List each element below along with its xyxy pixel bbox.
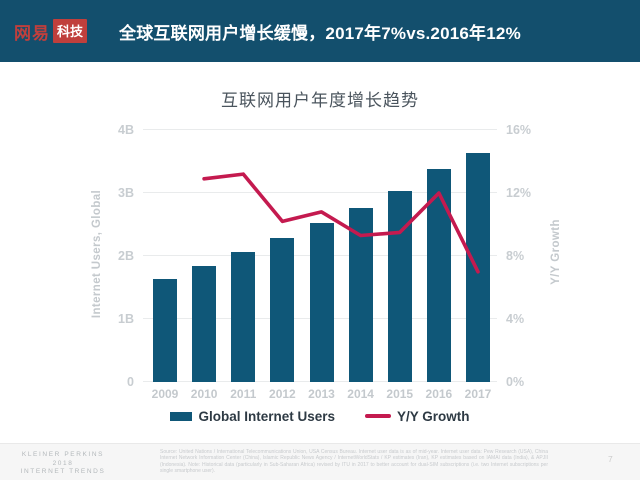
x-tick-2012: 2012 [269,387,296,401]
bar-2010 [192,266,217,382]
chart-title: 互联网用户年度增长趋势 [221,91,419,110]
axis-tick-4B: 4B [118,123,134,137]
bar-2009 [153,279,177,382]
axis-tick-0%: 0% [506,375,525,389]
axis-tick-2B: 2B [118,249,134,263]
axis-tick-16%: 16% [506,123,532,137]
slide-title: 全球互联网用户增长缓慢，2017年7%vs.2016年12% [119,23,521,43]
legend-line-label: Y/Y Growth [397,408,470,424]
x-tick-2009: 2009 [151,387,179,401]
right-axis-ticks: 0% 4% 8% 12% 16% [506,123,552,389]
gridline-4B [143,129,497,130]
axis-tick-8%: 8% [506,249,525,263]
x-tick-2011: 2011 [230,387,257,401]
page-number: 7 [608,454,613,464]
bar-2012 [270,238,295,382]
x-tick-2016: 2016 [425,387,453,401]
slide-footer: KLEINER PERKINS 2018 INTERNET TRENDS Sou… [0,443,640,480]
plot-area [143,129,497,382]
brand-line: KLEINER PERKINS [21,451,105,458]
axis-tick-4%: 4% [506,312,525,326]
legend-line-swatch [365,414,392,418]
bar-2013 [309,223,334,382]
x-tick-2015: 2015 [386,387,414,401]
brand-line: 2018 [52,459,74,467]
axis-tick-3B: 3B [118,186,134,200]
bar-2016 [426,169,451,382]
yy-growth-line [202,172,480,274]
netease-tech-logo: 网易 科技 [14,19,88,44]
header-banner: 网易 科技 全球互联网用户增长缓慢，2017年7%vs.2016年12% [0,0,640,62]
axis-tick-0: 0 [127,375,134,389]
x-tick-2010: 2010 [190,387,218,401]
left-axis-ticks: 0 1B 2B 3B 4B [88,123,134,389]
x-axis-labels: 2009 2010 2011 2012 2013 2014 2015 2016 2017 [143,387,497,401]
legend-bar-swatch [170,411,193,421]
legend-bar-label: Global Internet Users [198,408,336,424]
bar-2011 [231,252,256,382]
source-note: Source: United Nations / International T… [160,449,548,474]
axis-tick-1B: 1B [118,312,134,326]
axis-tick-12%: 12% [506,186,532,200]
x-tick-2014: 2014 [347,387,374,401]
brand-line: INTERNET TRENDS [20,468,106,475]
logo-tech-badge: 科技 [53,19,88,43]
bar-2017 [466,153,490,382]
logo-netease-text: 网易 [14,23,50,43]
x-tick-2017: 2017 [464,387,492,401]
kleiner-perkins-branding: KLEINER PERKINS 2018 INTERNET TRENDS [8,451,118,477]
x-tick-2013: 2013 [308,387,335,401]
gridline-3B [143,192,497,193]
legend: Global Internet Users Y/Y Growth [0,407,640,425]
